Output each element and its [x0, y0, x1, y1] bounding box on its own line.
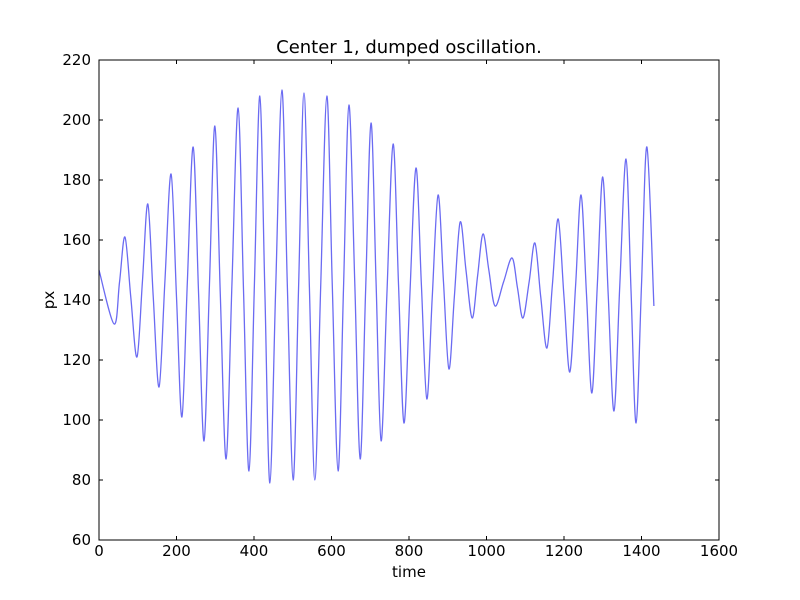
x-tick-label: 200 — [162, 542, 191, 560]
x-tick-label: 1400 — [622, 542, 660, 560]
y-tick-label: 220 — [62, 51, 91, 69]
x-axis-label: time — [392, 563, 426, 581]
y-tick-label: 160 — [62, 231, 91, 249]
y-tick-label: 180 — [62, 171, 91, 189]
y-axis-label: px — [40, 291, 58, 310]
axes-frame — [98, 59, 720, 541]
plot-area: 0 200 400 600 800 1000 1200 1400 1600 60 80 100 120 1… — [62, 51, 738, 560]
x-tick-label: 1000 — [467, 542, 505, 560]
y-tick-label: 100 — [62, 411, 91, 429]
x-tick-label: 600 — [317, 542, 346, 560]
chart-title: Center 1, dumped oscillation. — [276, 37, 542, 58]
y-tick-label: 200 — [62, 111, 91, 129]
y-tick-label: 80 — [72, 471, 91, 489]
y-tick-label: 120 — [62, 351, 91, 369]
x-tick-label: 0 — [94, 542, 104, 560]
x-tick-label: 400 — [240, 542, 269, 560]
x-tick-label: 1600 — [700, 542, 738, 560]
y-tick-label: 140 — [62, 291, 91, 309]
y-tick-label: 60 — [72, 531, 91, 549]
x-tick-label: 800 — [395, 542, 424, 560]
data-line — [98, 89, 655, 484]
x-tick-label: 1200 — [545, 542, 583, 560]
